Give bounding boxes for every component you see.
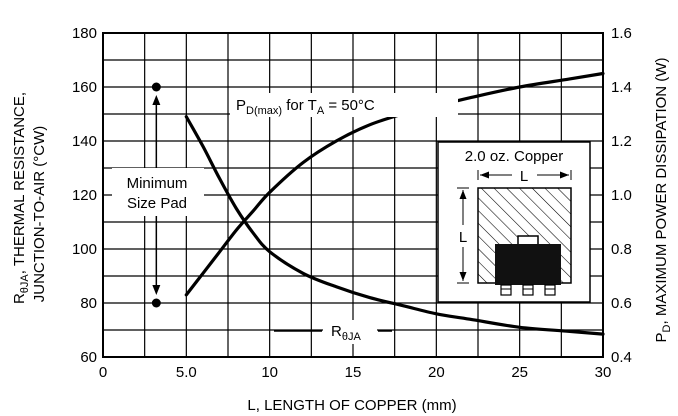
package-tab — [517, 235, 539, 246]
package-lead-1 — [500, 284, 512, 296]
y-left-tick-label: 100 — [72, 241, 97, 258]
x-tick-label: 10 — [261, 364, 278, 381]
x-tick-label: 15 — [345, 364, 362, 381]
y-right-tick-label: 1.0 — [611, 187, 632, 204]
pd-max-curve — [184, 71, 605, 297]
series-layer — [184, 71, 605, 336]
y-right-tick-label: 0.4 — [611, 349, 632, 366]
inset-dim-h-arrow-right — [560, 171, 569, 179]
y-right-tick-label: 0.8 — [611, 241, 632, 258]
y-left-tick-label: 180 — [72, 25, 97, 42]
y-left-tick-labels: 60 80 100 120 140 160 180 — [72, 25, 97, 366]
copper-pad-inset: 2.0 oz. Copper L L — [437, 141, 591, 303]
rja-label-bg — [323, 320, 377, 344]
rtheta-ja-curve — [184, 115, 605, 336]
y-right-tick-label: 1.4 — [611, 79, 632, 96]
x-axis-title: L, LENGTH OF COPPER (mm) — [247, 397, 456, 414]
inset-dim-v-label: L — [459, 229, 467, 246]
inset-dim-h-arrow-left — [480, 171, 489, 179]
y-left-tick-label: 60 — [80, 349, 97, 366]
min-pad-label-line2: Size Pad — [127, 195, 187, 212]
x-tick-label: 20 — [428, 364, 445, 381]
inset-dim-v-arrow-bottom — [459, 272, 467, 281]
y-left-axis-title-line2: JUNCTION-TO-AIR (°CW) — [31, 126, 48, 303]
min-pad-label-line1: Minimum — [127, 175, 188, 192]
inset-dim-h-label: L — [520, 168, 528, 185]
min-pad-label-bg — [112, 168, 204, 216]
y-left-tick-label: 140 — [72, 133, 97, 150]
x-tick-label: 25 — [511, 364, 528, 381]
y-right-tick-labels: 0.4 0.6 0.8 1.0 1.2 1.4 1.6 — [611, 25, 632, 366]
pd-label-bg — [230, 93, 458, 117]
rja-curve-label: RθJA — [274, 320, 392, 344]
x-tick-label: 30 — [595, 364, 612, 381]
x-tick-labels: 0 5.0 10 15 20 25 30 — [99, 364, 612, 381]
plot-frame — [102, 32, 604, 358]
y-right-axis-title: PD, MAXIMUM POWER DISSIPATION (W) — [653, 58, 673, 343]
x-tick-label: 5.0 — [176, 364, 197, 381]
package-lead-2 — [522, 284, 534, 296]
y-left-axis-title-line1: RθJA, THERMAL RESISTANCE, — [11, 92, 31, 304]
y-right-tick-label: 1.6 — [611, 25, 632, 42]
min-pad-dot-bottom — [151, 298, 161, 308]
x-tick-label: 0 — [99, 364, 107, 381]
inset-title: 2.0 oz. Copper — [465, 148, 563, 165]
minimum-size-pad-annotation: Minimum Size Pad — [112, 82, 204, 308]
min-pad-arrowhead-down — [152, 285, 161, 295]
min-pad-dot-top — [151, 82, 161, 92]
y-left-tick-label: 160 — [72, 79, 97, 96]
y-right-tick-label: 1.2 — [611, 133, 632, 150]
package-lead-3 — [544, 284, 556, 296]
y-right-tick-label: 0.6 — [611, 295, 632, 312]
inset-dim-v-arrow-top — [459, 190, 467, 199]
y-left-tick-label: 120 — [72, 187, 97, 204]
min-pad-arrowhead-up — [152, 95, 161, 105]
y-left-axis-title: RθJA, THERMAL RESISTANCE, JUNCTION-TO-AI… — [11, 92, 48, 304]
package-body — [495, 244, 561, 285]
y-left-tick-label: 80 — [80, 295, 97, 312]
pd-curve-label: PD(max) for TA = 50°C — [230, 93, 458, 117]
